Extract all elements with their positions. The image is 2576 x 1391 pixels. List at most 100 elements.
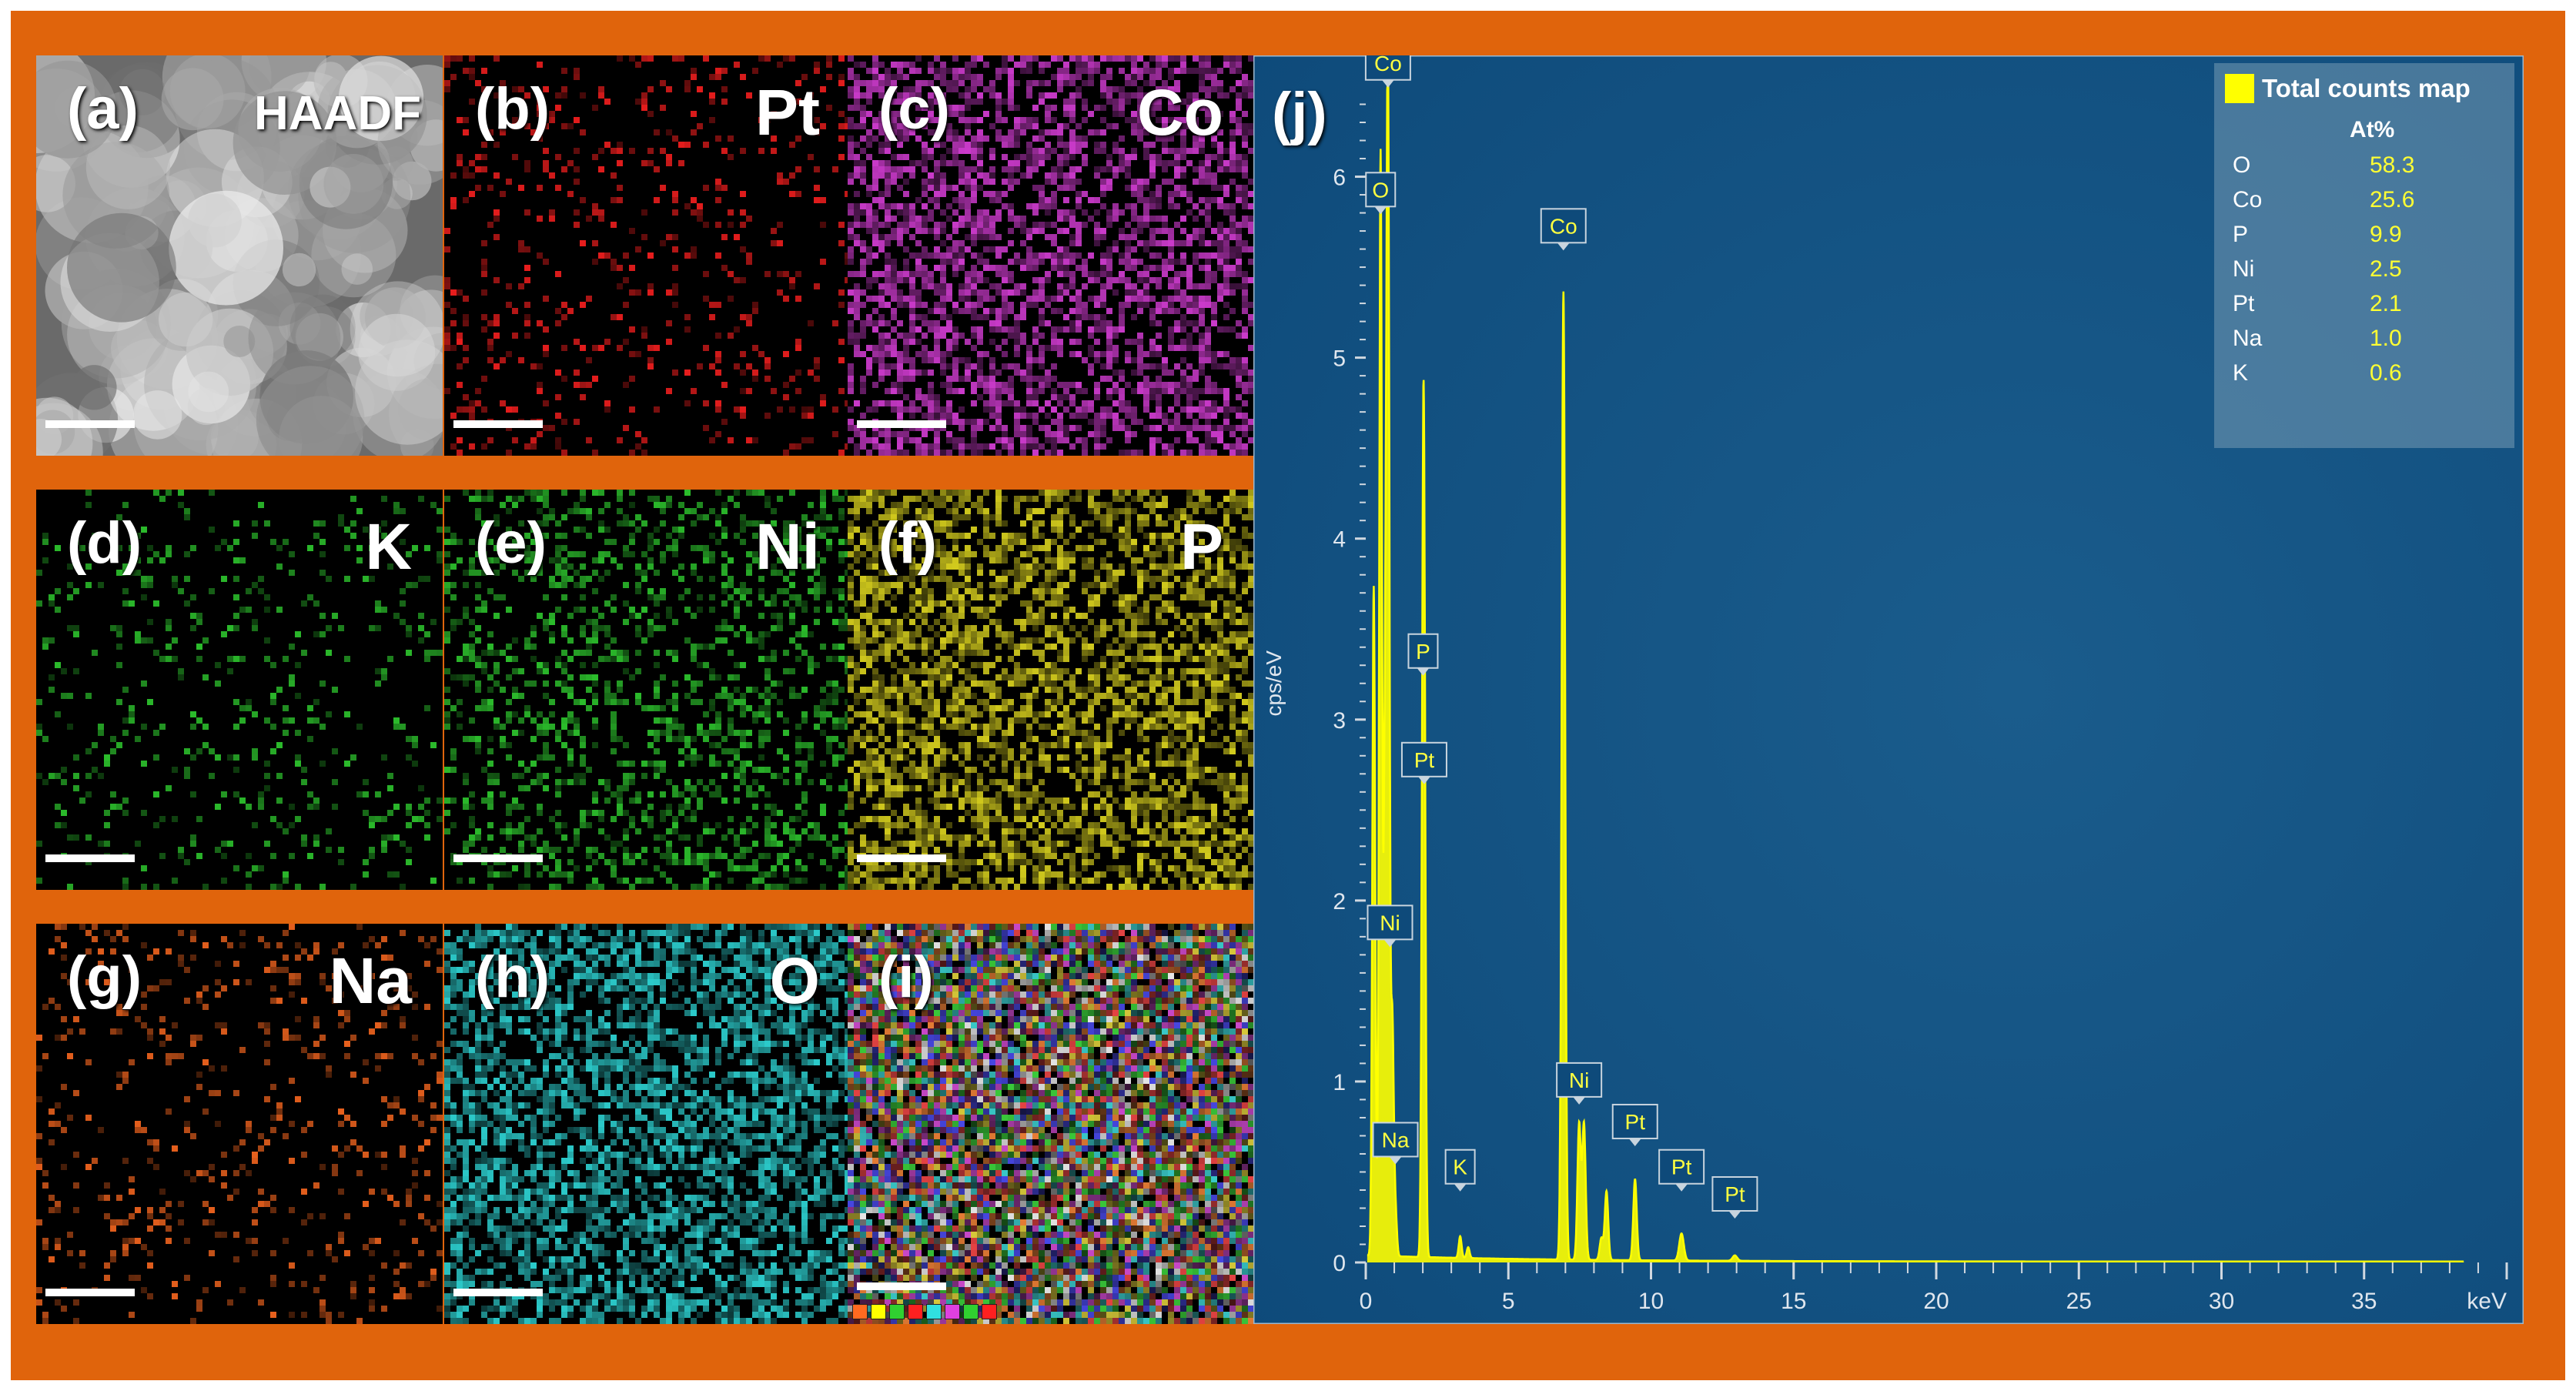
color-swatch bbox=[871, 1304, 886, 1319]
scale-bar bbox=[453, 1289, 543, 1296]
color-swatch bbox=[908, 1304, 923, 1319]
peak-label: O bbox=[1365, 172, 1397, 215]
peak-label: Ni bbox=[1556, 1062, 1603, 1105]
legend-element: O bbox=[2233, 152, 2251, 178]
peak-label: Pt bbox=[1711, 1175, 1758, 1219]
plot-background bbox=[1253, 55, 2524, 1324]
panel-label: (a) bbox=[67, 76, 139, 142]
legend-row: O 58.3 bbox=[2233, 152, 2494, 183]
legend-element: K bbox=[2233, 360, 2249, 386]
y-tick-label: 6 bbox=[1333, 166, 1346, 191]
legend-box: Total counts map At% O 58.3 Co 25.6 P 9.… bbox=[2214, 63, 2514, 448]
legend-value: 2.1 bbox=[2370, 291, 2402, 316]
legend-swatch bbox=[2225, 74, 2254, 103]
legend-element: Na bbox=[2233, 326, 2263, 351]
x-tick-label: 10 bbox=[1638, 1289, 1664, 1314]
o-map-image bbox=[444, 924, 851, 1324]
panel-h-o-map: (h) O bbox=[444, 924, 851, 1324]
peak-label: Na bbox=[1372, 1122, 1419, 1165]
panel-label: (e) bbox=[475, 510, 547, 576]
panel-a-haadf: (a) HAADF bbox=[36, 55, 443, 456]
legend-value: 2.5 bbox=[2370, 256, 2402, 282]
panel-label: (c) bbox=[878, 76, 950, 142]
legend-value: 25.6 bbox=[2370, 187, 2415, 212]
y-tick-label: 0 bbox=[1333, 1251, 1346, 1276]
legend-row: P 9.9 bbox=[2233, 222, 2494, 252]
scale-bar bbox=[857, 854, 946, 862]
x-tick-label: 15 bbox=[1781, 1289, 1806, 1314]
k-map-image bbox=[36, 490, 443, 890]
co-map-image bbox=[848, 55, 1254, 456]
peak-label: Co bbox=[1364, 55, 1411, 88]
peak-label: Pt bbox=[1400, 741, 1447, 784]
panel-label: (h) bbox=[475, 945, 550, 1010]
x-tick-label: 35 bbox=[2351, 1289, 2377, 1314]
eds-spectrum-chart: 0 1 2 3 4 5 6 0 5 10 15 20 25 30 35 keV cps/eV Co O Co P Pt Ni… bbox=[1253, 55, 2524, 1324]
element-label: P bbox=[1179, 510, 1223, 583]
panel-f-p-map: (f) P bbox=[848, 490, 1254, 890]
element-label: Co bbox=[1137, 76, 1223, 149]
color-swatch bbox=[889, 1304, 905, 1319]
overlay-color-swatches bbox=[852, 1304, 997, 1319]
y-tick-label: 2 bbox=[1333, 889, 1346, 915]
na-map-image bbox=[36, 924, 443, 1324]
peak-label: Pt bbox=[1611, 1103, 1658, 1146]
legend-value: 9.9 bbox=[2370, 222, 2402, 247]
pt-map-image bbox=[444, 55, 851, 456]
x-tick-label: 30 bbox=[2209, 1289, 2234, 1314]
y-tick-label: 1 bbox=[1333, 1070, 1346, 1095]
x-tick-label: 25 bbox=[2066, 1289, 2092, 1314]
spectrum-line bbox=[1367, 85, 2464, 1263]
peak-label: Ni bbox=[1367, 904, 1413, 948]
p-map-image bbox=[848, 490, 1254, 890]
panel-label-j: (j) bbox=[1272, 81, 1327, 146]
overlay-map-image bbox=[848, 924, 1254, 1324]
element-label: Pt bbox=[755, 76, 820, 149]
legend-element: Ni bbox=[2233, 256, 2255, 282]
legend-header: Total counts map bbox=[2225, 74, 2471, 103]
legend-row: Ni 2.5 bbox=[2233, 256, 2494, 287]
peak-label: Pt bbox=[1658, 1149, 1705, 1192]
element-label: K bbox=[365, 510, 412, 583]
color-swatch bbox=[926, 1304, 942, 1319]
legend-column-header: At% bbox=[2350, 117, 2395, 142]
legend-element: Pt bbox=[2233, 291, 2255, 316]
y-tick-label: 5 bbox=[1333, 346, 1346, 372]
x-tick-label: 0 bbox=[1360, 1289, 1373, 1314]
element-label: HAADF bbox=[254, 87, 421, 140]
panel-label: (d) bbox=[67, 510, 142, 576]
element-label: O bbox=[769, 945, 820, 1017]
y-tick-label: 3 bbox=[1333, 708, 1346, 734]
scale-bar bbox=[453, 854, 543, 862]
x-axis-label: keV bbox=[2467, 1289, 2507, 1314]
haadf-image bbox=[36, 55, 443, 456]
peak-label: Co bbox=[1540, 208, 1587, 251]
scale-bar bbox=[857, 420, 946, 428]
panel-label: (i) bbox=[878, 945, 934, 1010]
panel-c-co-map: (c) Co bbox=[848, 55, 1254, 456]
panel-i-overlay-map: (i) bbox=[848, 924, 1254, 1324]
legend-row: Co 25.6 bbox=[2233, 187, 2494, 218]
peak-label: P bbox=[1407, 633, 1439, 676]
panel-e-ni-map: (e) Ni bbox=[444, 490, 851, 890]
x-tick-label: 5 bbox=[1502, 1289, 1515, 1314]
legend-element: Co bbox=[2233, 187, 2263, 212]
y-axis-label: cps/eV bbox=[1262, 650, 1286, 717]
scale-bar bbox=[45, 1289, 135, 1296]
color-swatch bbox=[982, 1304, 997, 1319]
element-label: Na bbox=[329, 945, 412, 1017]
y-tick-label: 4 bbox=[1333, 527, 1346, 553]
panel-label: (f) bbox=[878, 510, 937, 576]
legend-element: P bbox=[2233, 222, 2249, 247]
legend-value: 58.3 bbox=[2370, 152, 2415, 178]
panel-g-na-map: (g) Na bbox=[36, 924, 443, 1324]
scale-bar bbox=[45, 420, 135, 428]
legend-value: 1.0 bbox=[2370, 326, 2402, 351]
ni-map-image bbox=[444, 490, 851, 890]
legend-title: Total counts map bbox=[2262, 74, 2471, 102]
peak-label: K bbox=[1444, 1149, 1476, 1192]
legend-value: 0.6 bbox=[2370, 360, 2402, 386]
element-label: Ni bbox=[755, 510, 820, 583]
color-swatch bbox=[945, 1304, 960, 1319]
